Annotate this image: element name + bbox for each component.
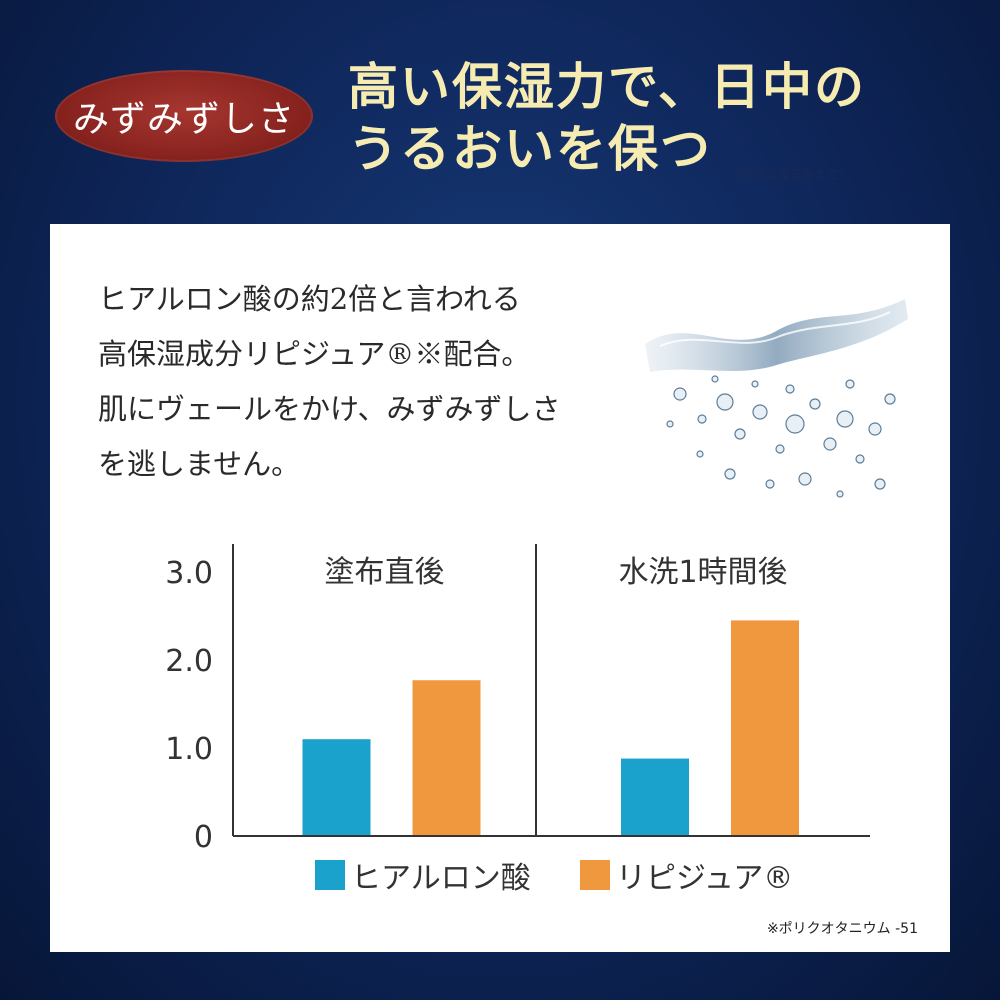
splash-bubble	[798, 472, 812, 486]
splash-bubble	[785, 384, 795, 394]
headline-line-1: 高い保湿力で、日中の	[348, 57, 866, 116]
content-card: ヒアルロン酸の約2倍と言われる 高保湿成分リピジュア®※配合。 肌にヴェールをか…	[50, 224, 950, 952]
headline-line-2: うるおいを保つ	[348, 119, 712, 178]
penetration-note: （浸透は角質層まで）	[730, 168, 851, 182]
splash-bubbles	[666, 375, 896, 498]
splash-bubble	[845, 379, 855, 389]
legend-label: ヒアルロン酸	[351, 861, 531, 896]
description-line-3: 肌にヴェールをかけ、みずみずしさ	[98, 392, 561, 426]
splash-bubble	[666, 420, 674, 428]
splash-wave-highlight	[659, 311, 891, 347]
bar	[731, 620, 799, 835]
splash-bubble	[765, 479, 775, 489]
description: ヒアルロン酸の約2倍と言われる 高保湿成分リピジュア®※配合。 肌にヴェールをか…	[98, 272, 561, 492]
description-line-4: を逃しません。	[98, 447, 301, 481]
footnote: ※ポリクオタニウム -51	[766, 921, 918, 937]
splash-bubble	[775, 444, 785, 454]
splash-bubble	[836, 410, 854, 428]
splash-bubble	[823, 437, 837, 451]
y-tick-label: 1.0	[165, 732, 213, 767]
splash-bubble	[809, 398, 821, 410]
category-badge: みずみずしさ	[55, 70, 313, 162]
badge-label: みずみずしさ	[72, 99, 295, 140]
splash-wave	[645, 299, 908, 372]
y-tick-label: 3.0	[165, 556, 213, 591]
bar	[621, 758, 689, 835]
splash-bubble	[697, 414, 707, 424]
bar	[302, 739, 371, 835]
legend-swatch	[315, 860, 345, 890]
splash-bubble	[884, 393, 896, 405]
legend-swatch	[580, 860, 610, 890]
splash-bubble	[751, 380, 759, 388]
water-splash-image	[645, 299, 908, 498]
description-line-1: ヒアルロン酸の約2倍と言われる	[98, 282, 521, 316]
splash-bubble	[874, 478, 886, 490]
splash-bubble	[734, 428, 746, 440]
y-tick-label: 0	[194, 820, 213, 855]
headline: 高い保湿力で、日中の うるおいを保つ	[348, 56, 866, 180]
splash-bubble	[711, 375, 719, 383]
panel-label: 塗布直後	[325, 555, 445, 590]
splash-bubble	[673, 387, 687, 401]
y-tick-label: 2.0	[165, 644, 213, 679]
splash-bubble	[752, 404, 768, 420]
splash-bubble	[836, 490, 844, 498]
splash-bubble	[855, 454, 865, 464]
panel-label: 水洗1時間後	[618, 555, 787, 590]
splash-bubble	[716, 393, 734, 411]
legend-label: リピジュア®	[616, 861, 793, 896]
splash-bubble	[724, 468, 736, 480]
description-line-2: 高保湿成分リピジュア®※配合。	[98, 337, 531, 371]
splash-bubble	[868, 422, 882, 436]
splash-bubble	[785, 414, 805, 434]
bar	[412, 680, 481, 835]
splash-bubble	[696, 450, 704, 458]
